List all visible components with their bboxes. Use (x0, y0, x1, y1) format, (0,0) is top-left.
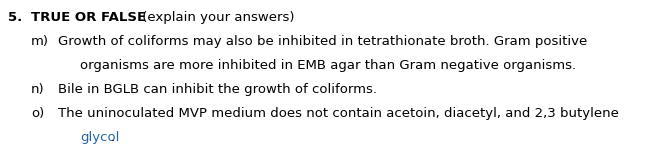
Text: organisms are more inhibited in EMB agar than Gram negative organisms.: organisms are more inhibited in EMB agar… (80, 59, 576, 72)
Text: Bile in BGLB can inhibit the growth of coliforms.: Bile in BGLB can inhibit the growth of c… (58, 83, 377, 96)
Text: 5.: 5. (8, 11, 22, 24)
Text: .: . (111, 131, 115, 144)
Text: glycol: glycol (80, 131, 119, 144)
Text: TRUE OR FALSE: TRUE OR FALSE (31, 11, 146, 24)
Text: o): o) (31, 107, 44, 120)
Text: n): n) (31, 83, 45, 96)
Text: m): m) (31, 35, 49, 48)
Text: (explain your answers): (explain your answers) (138, 11, 295, 24)
Text: The uninoculated MVP medium does not contain acetoin, diacetyl, and 2,3 butylene: The uninoculated MVP medium does not con… (58, 107, 619, 120)
Text: Growth of coliforms may also be inhibited in tetrathionate broth. Gram positive: Growth of coliforms may also be inhibite… (58, 35, 587, 48)
